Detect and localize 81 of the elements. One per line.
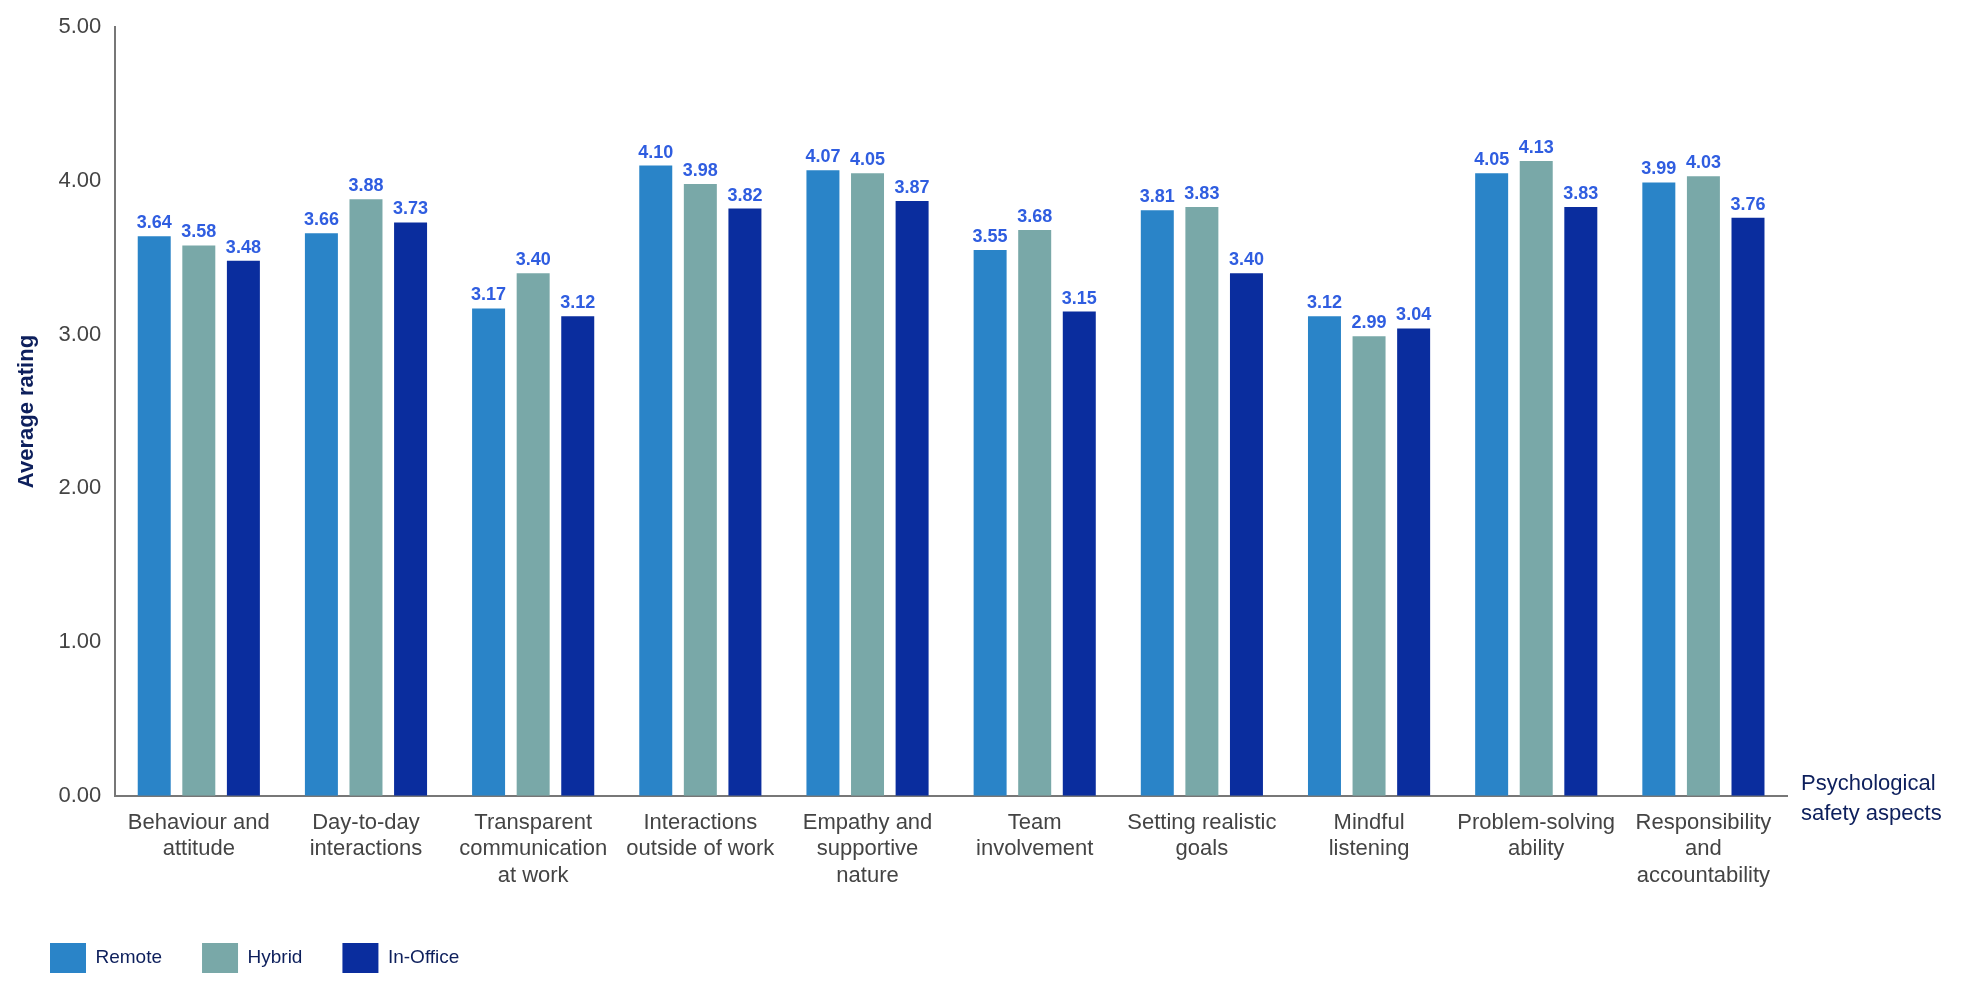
bar	[1229, 273, 1263, 796]
bar	[226, 260, 260, 796]
bar	[1731, 217, 1765, 796]
data-label: 3.66	[303, 209, 339, 230]
data-label: 3.40	[515, 249, 551, 270]
bar	[182, 245, 216, 796]
x-axis-title: Psychological safety aspects	[1801, 769, 1942, 825]
bar	[973, 250, 1007, 796]
data-label: 3.87	[894, 176, 930, 197]
x-tick-label: Team involvement	[976, 809, 1094, 861]
bar	[561, 316, 595, 796]
data-label: 3.68	[1017, 206, 1053, 227]
bar	[137, 236, 171, 796]
bar	[683, 183, 717, 796]
x-tick-label: Empathy and supportive nature	[802, 809, 933, 887]
legend-label: Hybrid	[247, 946, 303, 968]
data-label: 3.98	[682, 159, 718, 180]
data-label: 3.88	[348, 175, 384, 196]
data-label: 4.07	[805, 146, 841, 167]
x-tick-label: Behaviour and attitude	[127, 809, 270, 861]
data-label: 3.48	[225, 236, 261, 257]
data-label: 3.83	[1563, 183, 1599, 204]
data-label: 3.76	[1730, 193, 1766, 214]
y-tick-label: 3.00	[58, 320, 102, 346]
bar	[1642, 182, 1676, 796]
bar	[1018, 230, 1052, 796]
bar	[1475, 173, 1509, 796]
x-tick-label: Transparent communication at work	[459, 809, 608, 887]
bar	[639, 165, 673, 796]
data-label: 3.82	[727, 184, 763, 205]
legend-label: Remote	[95, 946, 163, 968]
data-label: 3.81	[1139, 186, 1175, 207]
data-label: 3.40	[1228, 249, 1264, 270]
data-label: 3.64	[136, 212, 172, 233]
bar	[516, 273, 550, 796]
bar	[304, 233, 338, 796]
x-tick-label: Interactions outside of work	[626, 809, 776, 861]
data-label: 3.83	[1184, 183, 1220, 204]
x-tick-label: Responsibility and accountability	[1635, 809, 1772, 887]
bar	[472, 308, 506, 796]
data-label: 3.58	[181, 221, 217, 242]
bar	[851, 173, 885, 796]
bar	[1140, 210, 1174, 796]
x-tick-label: Day-to-day interactions	[309, 809, 423, 861]
data-label: 3.55	[972, 226, 1008, 247]
x-tick-label: Problem-solving ability	[1457, 809, 1616, 861]
data-label: 4.13	[1518, 136, 1554, 157]
bar	[349, 199, 383, 796]
bar	[1519, 160, 1553, 796]
bar	[806, 170, 840, 796]
data-label: 3.15	[1061, 287, 1097, 308]
data-label: 4.03	[1685, 152, 1721, 173]
y-axis-title: Average rating	[13, 334, 39, 489]
bar	[394, 222, 428, 796]
bar	[1686, 176, 1720, 796]
x-tick-label: Mindful listening	[1328, 809, 1410, 861]
bar	[895, 200, 929, 796]
y-tick-label: 1.00	[58, 628, 102, 654]
bar	[1564, 207, 1598, 796]
bar	[1397, 328, 1431, 796]
bar	[728, 208, 762, 796]
data-label: 3.04	[1396, 304, 1432, 325]
data-label: 4.10	[638, 141, 674, 162]
bar	[1185, 207, 1219, 796]
data-label: 3.12	[1306, 292, 1342, 313]
data-label: 3.73	[393, 198, 429, 219]
data-label: 3.12	[560, 292, 596, 313]
data-label: 3.17	[471, 284, 507, 305]
bar	[1062, 311, 1096, 796]
bar	[1307, 316, 1341, 796]
y-tick-label: 5.00	[58, 13, 102, 39]
y-tick-label: 0.00	[58, 781, 102, 807]
bar	[1352, 336, 1386, 796]
data-label: 3.99	[1641, 158, 1677, 179]
data-label: 2.99	[1351, 312, 1387, 333]
y-tick-label: 2.00	[58, 474, 102, 500]
y-tick-label: 4.00	[58, 166, 102, 192]
data-label: 4.05	[1474, 149, 1510, 170]
x-tick-label: Setting realistic goals	[1127, 809, 1277, 861]
legend-label: In-Office	[387, 946, 460, 968]
data-label: 4.05	[850, 149, 886, 170]
